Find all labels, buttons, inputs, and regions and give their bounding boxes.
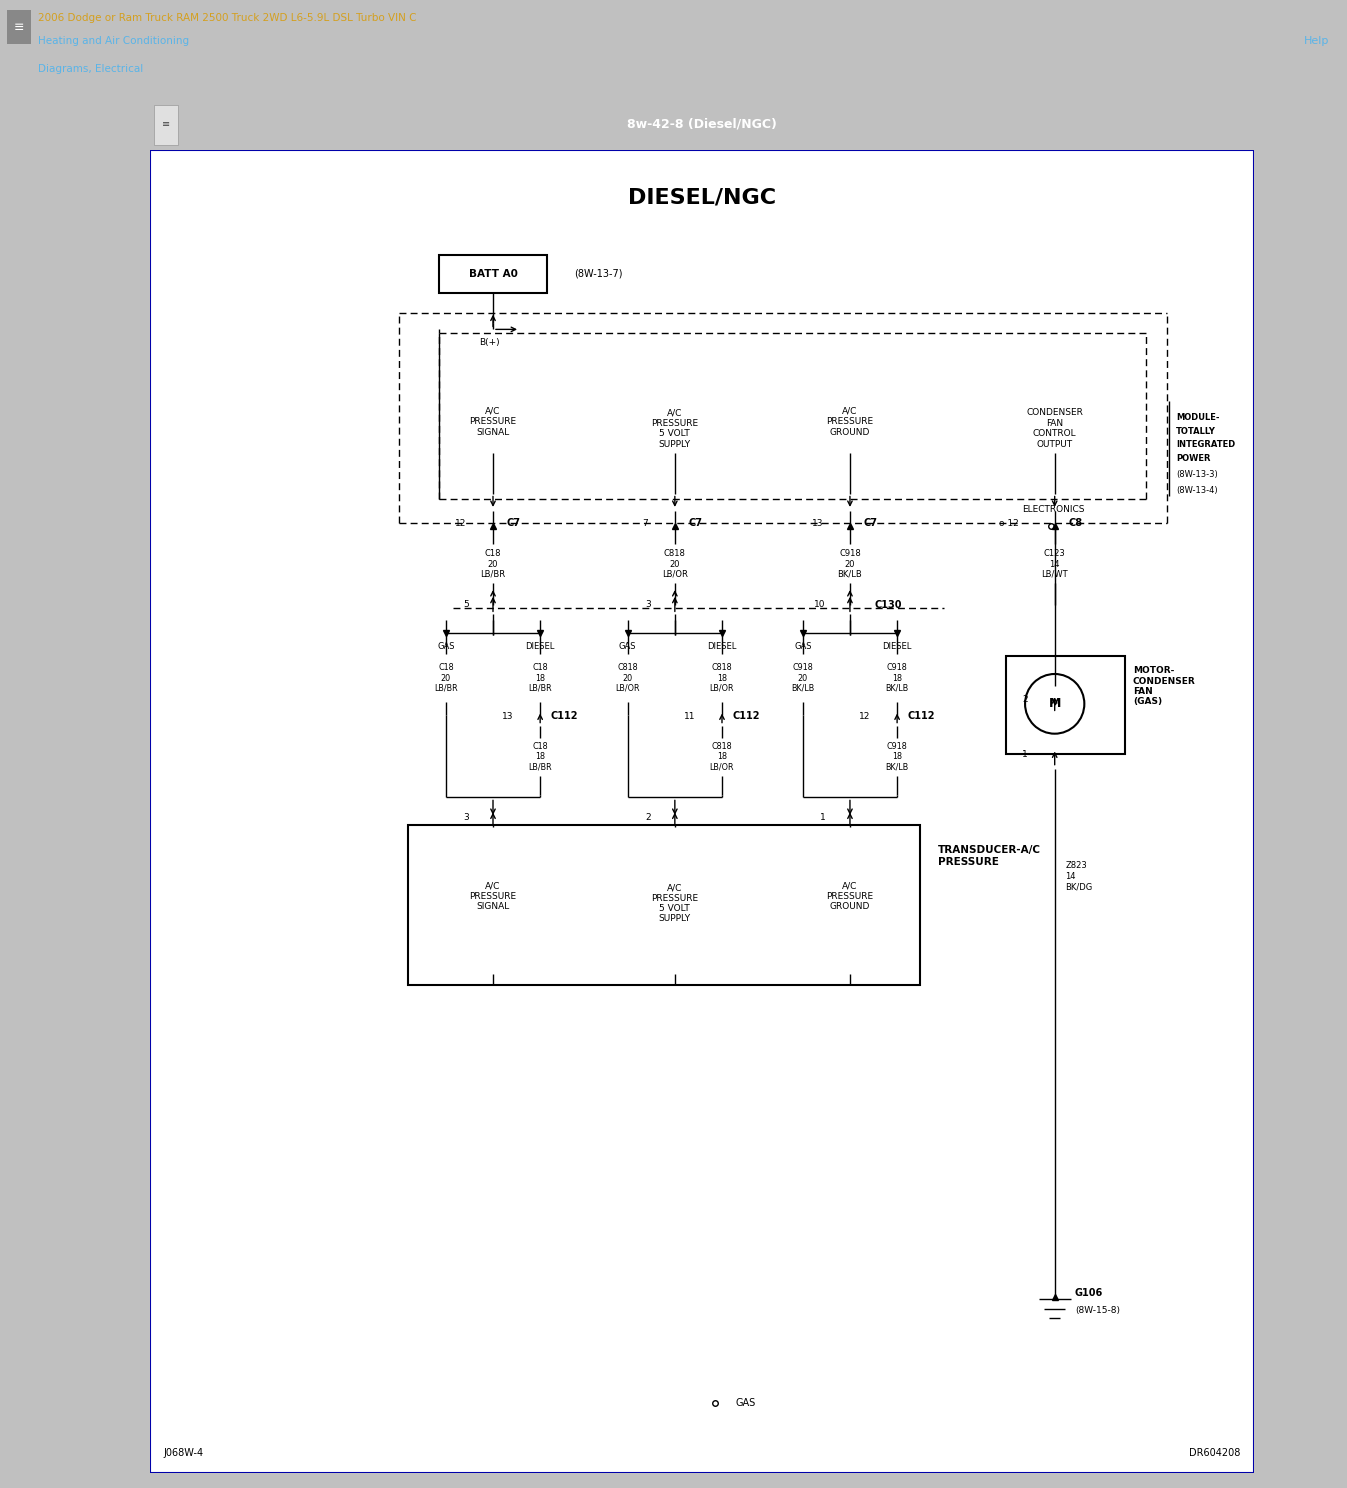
Text: CONDENSER
FAN
CONTROL
OUTPUT: CONDENSER FAN CONTROL OUTPUT <box>1026 408 1083 448</box>
Text: C7: C7 <box>863 518 877 528</box>
Text: B(+): B(+) <box>480 338 500 347</box>
Bar <box>154 106 178 144</box>
Text: C112: C112 <box>908 711 935 722</box>
Bar <box>1006 656 1125 754</box>
Text: 2: 2 <box>1022 695 1028 704</box>
Text: (8W-13-3): (8W-13-3) <box>1176 470 1218 479</box>
Text: G106: G106 <box>1075 1287 1103 1298</box>
Text: 2: 2 <box>645 814 651 823</box>
Text: GAS: GAS <box>735 1397 756 1408</box>
Text: 1: 1 <box>820 814 826 823</box>
Text: ≡: ≡ <box>13 21 24 34</box>
Text: C8: C8 <box>1068 518 1082 528</box>
Text: J068W-4: J068W-4 <box>163 1448 203 1458</box>
Text: POWER: POWER <box>1176 454 1211 463</box>
Text: 1: 1 <box>1022 750 1028 759</box>
Text: C18
18
LB/BR: C18 18 LB/BR <box>528 664 552 693</box>
Text: 5: 5 <box>463 600 469 609</box>
Text: C918
20
BK/LB: C918 20 BK/LB <box>838 549 862 579</box>
Text: MODULE-: MODULE- <box>1176 414 1219 423</box>
Text: GAS: GAS <box>438 643 454 652</box>
Text: DIESEL/NGC: DIESEL/NGC <box>628 187 776 208</box>
Text: TRANSDUCER-A/C
PRESSURE: TRANSDUCER-A/C PRESSURE <box>938 845 1040 866</box>
Text: DIESEL: DIESEL <box>525 643 555 652</box>
Text: Help: Help <box>1304 36 1329 46</box>
Text: C7: C7 <box>688 518 702 528</box>
Text: C112: C112 <box>551 711 578 722</box>
Text: C18
20
LB/BR: C18 20 LB/BR <box>481 549 505 579</box>
Text: BATT A0: BATT A0 <box>469 269 517 278</box>
Text: (8W-13-4): (8W-13-4) <box>1176 487 1218 496</box>
Text: C112: C112 <box>733 711 760 722</box>
Text: DIESEL: DIESEL <box>707 643 737 652</box>
Bar <box>439 254 547 293</box>
Text: C818
18
LB/OR: C818 18 LB/OR <box>710 664 734 693</box>
Text: 11: 11 <box>683 711 695 720</box>
Text: C130: C130 <box>874 600 901 610</box>
Text: ≡: ≡ <box>162 119 170 129</box>
Text: DR604208: DR604208 <box>1189 1448 1241 1458</box>
Text: 13: 13 <box>811 519 823 528</box>
Text: C18
18
LB/BR: C18 18 LB/BR <box>528 743 552 772</box>
Text: A/C
PRESSURE
SIGNAL: A/C PRESSURE SIGNAL <box>470 406 516 436</box>
Text: GAS: GAS <box>795 643 811 652</box>
Text: A/C
PRESSURE
GROUND: A/C PRESSURE GROUND <box>827 881 873 912</box>
Text: C918
20
BK/LB: C918 20 BK/LB <box>791 664 815 693</box>
Text: (8W-13-7): (8W-13-7) <box>574 269 622 278</box>
Text: C918
18
BK/LB: C918 18 BK/LB <box>885 743 909 772</box>
Text: Z823
14
BK/DG: Z823 14 BK/DG <box>1065 862 1092 891</box>
Text: 2006 Dodge or Ram Truck RAM 2500 Truck 2WD L6-5.9L DSL Turbo VIN C: 2006 Dodge or Ram Truck RAM 2500 Truck 2… <box>38 13 416 22</box>
Text: A/C
PRESSURE
GROUND: A/C PRESSURE GROUND <box>827 406 873 436</box>
Text: Diagrams, Electrical: Diagrams, Electrical <box>38 64 143 74</box>
Text: 12: 12 <box>455 519 466 528</box>
Text: 7: 7 <box>643 519 648 528</box>
Text: 3: 3 <box>645 600 651 609</box>
Text: DIESEL: DIESEL <box>882 643 912 652</box>
Text: o 12: o 12 <box>998 519 1018 528</box>
Text: A/C
PRESSURE
SIGNAL: A/C PRESSURE SIGNAL <box>470 881 516 912</box>
Text: C123
14
LB/WT: C123 14 LB/WT <box>1041 549 1068 579</box>
Bar <box>408 824 920 985</box>
Text: Heating and Air Conditioning: Heating and Air Conditioning <box>38 36 189 46</box>
Text: 8w-42-8 (Diesel/NGC): 8w-42-8 (Diesel/NGC) <box>626 118 777 131</box>
Text: 13: 13 <box>501 711 513 720</box>
Text: C818
20
LB/OR: C818 20 LB/OR <box>616 664 640 693</box>
Text: MOTOR-
CONDENSER
FAN
(GAS): MOTOR- CONDENSER FAN (GAS) <box>1133 667 1196 707</box>
Text: 12: 12 <box>859 711 870 720</box>
Text: INTEGRATED: INTEGRATED <box>1176 440 1235 449</box>
Text: C818
18
LB/OR: C818 18 LB/OR <box>710 743 734 772</box>
Text: 10: 10 <box>814 600 826 609</box>
Text: C18
20
LB/BR: C18 20 LB/BR <box>434 664 458 693</box>
Text: A/C
PRESSURE
5 VOLT
SUPPLY: A/C PRESSURE 5 VOLT SUPPLY <box>652 408 698 448</box>
Bar <box>7 10 31 45</box>
Text: 3: 3 <box>463 814 469 823</box>
Text: C7: C7 <box>506 518 520 528</box>
Text: C818
20
LB/OR: C818 20 LB/OR <box>661 549 688 579</box>
Text: M: M <box>1048 698 1061 710</box>
Text: (8W-15-8): (8W-15-8) <box>1075 1306 1119 1315</box>
Text: GAS: GAS <box>620 643 636 652</box>
Text: A/C
PRESSURE
5 VOLT
SUPPLY: A/C PRESSURE 5 VOLT SUPPLY <box>652 884 698 924</box>
Text: C918
18
BK/LB: C918 18 BK/LB <box>885 664 909 693</box>
Text: ELECTRONICS: ELECTRONICS <box>1022 506 1084 515</box>
Text: TOTALLY: TOTALLY <box>1176 427 1216 436</box>
